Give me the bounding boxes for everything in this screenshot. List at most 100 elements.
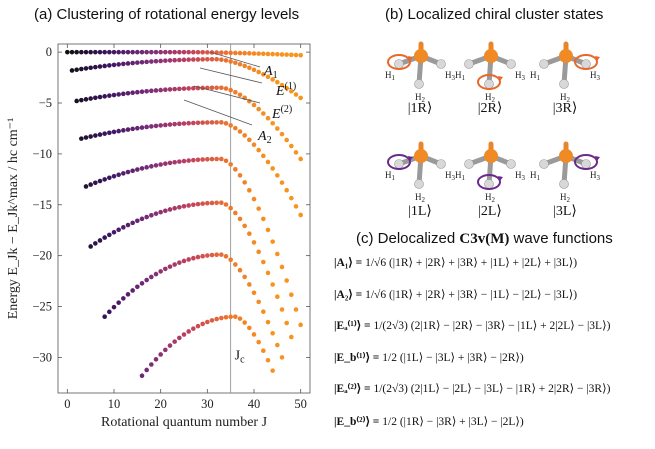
energy-level-point bbox=[93, 180, 98, 186]
energy-level-point bbox=[261, 259, 266, 265]
energy-level-point bbox=[270, 166, 275, 171]
energy-level-point bbox=[195, 323, 201, 329]
energy-level-point bbox=[270, 368, 275, 373]
energy-level-point bbox=[177, 57, 182, 63]
energy-level-point bbox=[242, 63, 247, 69]
y-tick-label: −25 bbox=[32, 300, 52, 314]
energy-level-point bbox=[256, 106, 261, 112]
energy-level-point bbox=[144, 214, 149, 220]
energy-level-point bbox=[223, 121, 229, 126]
energy-level-point bbox=[111, 229, 117, 235]
svg-text:H3: H3 bbox=[515, 70, 525, 82]
energy-level-point bbox=[214, 200, 219, 206]
energy-level-point bbox=[298, 322, 303, 328]
energy-level-point bbox=[167, 122, 173, 127]
energy-level-point bbox=[153, 58, 159, 64]
energy-level-point bbox=[270, 120, 275, 126]
energy-level-point bbox=[270, 77, 275, 82]
equation-row: |Eₐ⁽²⁾⟩ = 1/(2√3) (2|1L⟩ − |2L⟩ − |3L⟩ −… bbox=[334, 381, 610, 395]
energy-level-point bbox=[242, 50, 247, 56]
energy-level-point bbox=[284, 137, 289, 143]
energy-level-point bbox=[233, 210, 238, 216]
energy-level-point bbox=[265, 74, 271, 80]
energy-level-point bbox=[172, 262, 177, 267]
energy-level-point bbox=[111, 173, 117, 179]
energy-level-point bbox=[79, 97, 84, 103]
energy-level-point bbox=[163, 49, 168, 55]
panel-c-title: (c) Delocalized C3v(M) wave functions bbox=[356, 230, 613, 248]
annotation-leader bbox=[193, 85, 261, 104]
energy-level-point bbox=[121, 49, 126, 55]
jc-label: Jc bbox=[235, 348, 245, 365]
energy-level-point bbox=[223, 86, 229, 91]
energy-level-point bbox=[214, 56, 219, 62]
svg-text:H3: H3 bbox=[445, 170, 455, 182]
energy-level-point bbox=[237, 129, 243, 134]
energy-level-point bbox=[177, 159, 182, 164]
svg-text:H1: H1 bbox=[385, 170, 396, 182]
energy-level-point bbox=[144, 367, 149, 373]
energy-level-point bbox=[279, 131, 285, 137]
energy-level-point bbox=[209, 252, 215, 258]
equation-lhs: |E_b⁽¹⁾⟩ = bbox=[334, 352, 380, 364]
equation-lhs: |A₂⟩ = bbox=[334, 289, 363, 301]
energy-level-point bbox=[195, 57, 201, 62]
energy-level-point bbox=[116, 49, 121, 55]
energy-level-point bbox=[167, 264, 173, 269]
equation-lhs: |Eₐ⁽²⁾⟩ = bbox=[334, 383, 371, 395]
equation-lhs: |A₁⟩ = bbox=[334, 257, 363, 269]
energy-level-point bbox=[107, 175, 112, 181]
energy-level-point bbox=[195, 120, 201, 126]
y-tick-label: −5 bbox=[39, 96, 52, 110]
equation-rhs: 1/√6 (|1R⟩ + |2R⟩ + |3R⟩ + |1L⟩ + |2L⟩ +… bbox=[362, 257, 578, 269]
energy-level-point bbox=[233, 89, 238, 95]
svg-text:H2: H2 bbox=[560, 92, 571, 102]
energy-level-point bbox=[191, 120, 196, 126]
energy-level-point bbox=[261, 111, 266, 116]
energy-level-point bbox=[125, 292, 131, 297]
energy-level-point bbox=[256, 249, 261, 255]
energy-level-point bbox=[172, 49, 177, 55]
molecule-4: H1 H2 H3 bbox=[385, 141, 455, 202]
x-tick-label: 0 bbox=[64, 397, 70, 411]
energy-level-point bbox=[167, 58, 173, 63]
energy-level-point bbox=[163, 58, 168, 63]
y-axis-label: Energy E_Jk − E_Jk^max / hc cm⁻¹ bbox=[6, 118, 21, 320]
energy-level-point bbox=[261, 309, 266, 314]
energy-level-point bbox=[181, 49, 187, 55]
energy-level-point bbox=[279, 52, 285, 57]
energy-level-point bbox=[181, 158, 187, 164]
equation-row: |E_b⁽²⁾⟩ = 1/2 (|1R⟩ − |3R⟩ + |3L⟩ − |2L… bbox=[334, 414, 524, 428]
energy-level-point bbox=[158, 209, 163, 215]
energy-level-point bbox=[121, 91, 126, 97]
energy-level-point bbox=[219, 252, 224, 257]
energy-level-point bbox=[200, 57, 205, 62]
energy-level-point bbox=[79, 49, 84, 55]
energy-level-point bbox=[163, 347, 168, 353]
energy-level-point bbox=[163, 208, 168, 214]
equation-row: |A₂⟩ = 1/√6 (|1R⟩ + |2R⟩ + |3R⟩ − |1L⟩ −… bbox=[334, 287, 577, 301]
energy-level-point bbox=[153, 123, 159, 129]
energy-level-point bbox=[275, 173, 280, 178]
energy-level-point bbox=[97, 49, 103, 55]
energy-level-point bbox=[247, 65, 252, 71]
energy-level-point bbox=[256, 299, 261, 305]
energy-level-point bbox=[186, 203, 191, 208]
energy-level-point bbox=[186, 257, 191, 262]
energy-level-point bbox=[116, 300, 121, 305]
energy-level-point bbox=[270, 330, 275, 336]
energy-level-point bbox=[293, 52, 299, 58]
energy-level-point bbox=[209, 318, 215, 323]
energy-level-point bbox=[102, 63, 107, 69]
energy-level-point bbox=[279, 355, 285, 360]
energy-level-point bbox=[172, 121, 177, 127]
energy-level-point bbox=[121, 61, 126, 67]
energy-level-point bbox=[186, 329, 191, 334]
energy-level-point bbox=[200, 321, 205, 327]
energy-level-point bbox=[289, 292, 294, 298]
energy-level-point bbox=[256, 147, 261, 153]
energy-level-point bbox=[186, 86, 191, 91]
energy-level-point bbox=[223, 58, 229, 63]
energy-level-point bbox=[195, 157, 201, 163]
